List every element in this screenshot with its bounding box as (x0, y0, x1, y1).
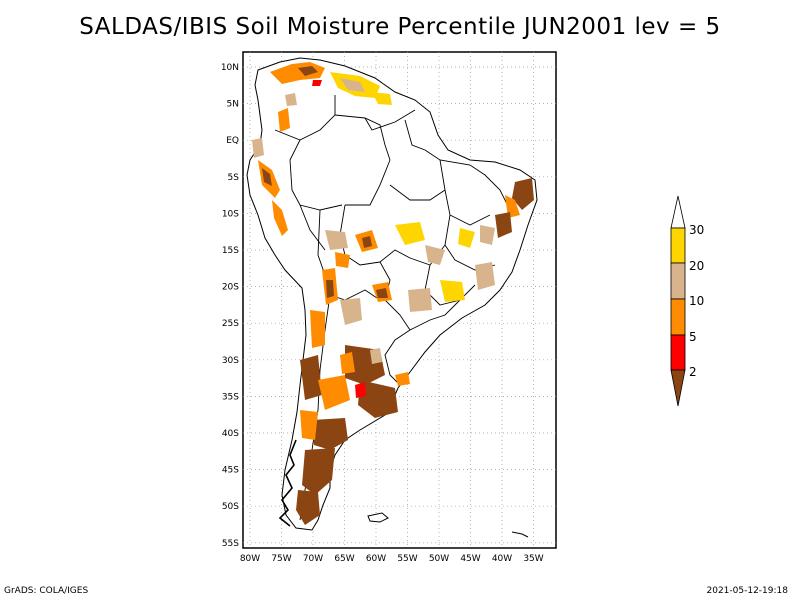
south-georgia (511, 531, 529, 538)
legend-top-arrow (670, 195, 686, 229)
lat-tick-label: EQ (226, 136, 239, 146)
lat-tick-label: 5N (227, 100, 239, 110)
color-bar-legend: 30 20 10 5 2 (670, 195, 704, 407)
lon-tick-label: 45W (460, 554, 480, 564)
chile-fjord-coast (278, 439, 297, 527)
lat-tick-label: 10S (222, 209, 239, 219)
lat-tick-label: 50S (222, 502, 239, 512)
map-frame (242, 51, 557, 549)
south-america-coastline (246, 57, 538, 531)
lat-tick-label: 5S (228, 173, 240, 183)
lat-tick-label: 25S (222, 319, 239, 329)
lat-tick-label: 15S (222, 246, 239, 256)
lat-tick-label: 45S (222, 466, 239, 476)
lat-tick-label: 10N (221, 63, 239, 73)
legend-label-2: 2 (689, 365, 697, 379)
footer-timestamp: 2021-05-12-19:18 (706, 586, 789, 596)
legend-swatch-2-5 (670, 334, 686, 371)
latitude-tick-labels: 10N 5N EQ 5S 10S 15S 20S 25S 30S 35S 40S 45S 50S 55S (221, 63, 239, 549)
legend-swatch-20-30 (670, 227, 686, 264)
lon-tick-label: 55W (397, 554, 417, 564)
lon-tick-label: 65W (334, 554, 354, 564)
lon-tick-label: 35W (523, 554, 543, 564)
map-title: SALDAS/IBIS Soil Moisture Percentile JUN… (79, 14, 721, 40)
lon-tick-label: 80W (240, 554, 260, 564)
legend-bottom-arrow (670, 369, 686, 407)
percentile-patches (252, 62, 534, 525)
legend-label-5: 5 (689, 330, 697, 344)
legend-label-30: 30 (689, 223, 704, 237)
lat-tick-label: 35S (222, 392, 239, 402)
legend-label-20: 20 (689, 259, 704, 273)
lon-tick-label: 40W (492, 554, 512, 564)
legend-swatch-10-20 (670, 262, 686, 300)
legend-label-10: 10 (689, 294, 704, 308)
lat-tick-label: 40S (222, 429, 239, 439)
lon-tick-label: 60W (366, 554, 386, 564)
legend-swatch-5-10 (670, 298, 686, 336)
footer-credit: GrADS: COLA/IGES (4, 586, 89, 596)
lon-tick-label: 75W (271, 554, 291, 564)
lon-tick-label: 50W (429, 554, 449, 564)
lat-tick-label: 55S (222, 539, 239, 549)
lon-tick-label: 70W (303, 554, 323, 564)
longitude-tick-labels: 80W 75W 70W 65W 60W 55W 50W 45W 40W 35W (240, 554, 544, 564)
lat-tick-label: 30S (222, 356, 239, 366)
falkland-islands (367, 512, 389, 523)
lat-tick-label: 20S (222, 283, 239, 293)
